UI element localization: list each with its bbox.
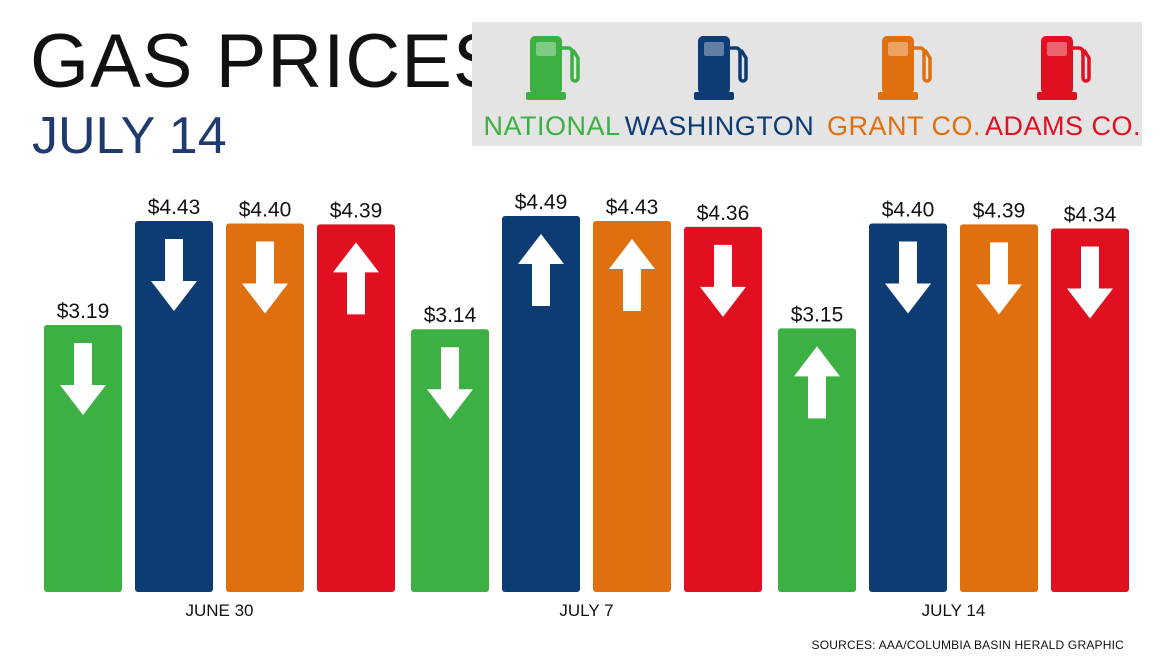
bar-washington-2: [502, 215, 580, 592]
legend-item-adams-co: ADAMS CO.: [984, 22, 1142, 146]
legend-label-washington: WASHINGTON: [624, 111, 815, 141]
legend-item-national: NATIONAL: [472, 22, 632, 146]
bar-washington-1: [135, 221, 213, 592]
value-label: $3.14: [424, 304, 477, 327]
value-label: $4.36: [697, 202, 750, 225]
bar-national-2: [411, 329, 489, 592]
value-label: $4.39: [330, 199, 383, 222]
legend-item-grant-co: GRANT CO.: [824, 22, 984, 146]
arrow-up-icon: [794, 346, 840, 419]
value-label: $4.39: [973, 199, 1026, 222]
bar-adams-co-1: [317, 224, 395, 592]
value-label: $3.19: [57, 300, 110, 323]
arrow-down-icon: [1067, 246, 1113, 319]
gas-pump-icon: [1033, 22, 1093, 107]
gas-pump-icon: [522, 22, 582, 107]
arrow-down-icon: [976, 242, 1022, 315]
bar-grant-co-3: [960, 224, 1038, 592]
value-label: $4.40: [882, 199, 935, 222]
category-label: JUNE 30: [185, 601, 253, 620]
chart-title: GAS PRICES: [30, 19, 505, 104]
arrow-up-icon: [333, 242, 379, 315]
value-label: $4.34: [1064, 204, 1117, 227]
arrow-down-icon: [700, 244, 746, 317]
gas-pump-icon: [690, 22, 750, 107]
legend-label-national: NATIONAL: [483, 111, 621, 141]
category-label: JULY 14: [922, 601, 986, 620]
value-label: $4.43: [606, 196, 659, 219]
chart-subtitle: JULY 14: [32, 107, 227, 165]
legend-label-adams-co: ADAMS CO.: [984, 111, 1142, 141]
arrow-down-icon: [151, 239, 197, 311]
arrow-down-icon: [60, 343, 106, 415]
legend-label-grant-co: GRANT CO.: [826, 111, 981, 141]
arrow-down-icon: [885, 241, 931, 314]
value-label: $4.40: [239, 199, 292, 222]
bar-washington-3: [869, 223, 947, 593]
arrow-up-icon: [609, 239, 655, 311]
value-label: $4.49: [515, 191, 568, 214]
bar-national-3: [778, 328, 856, 592]
bar-adams-co-3: [1051, 228, 1129, 592]
legend: NATIONAL WASHINGTON GRANT CO. ADAMS CO.: [472, 22, 1142, 146]
value-label: $4.43: [148, 196, 201, 219]
category-label: JULY 7: [559, 601, 613, 620]
bar-adams-co-2: [684, 226, 762, 592]
arrow-down-icon: [427, 347, 473, 420]
bar-national-1: [44, 325, 122, 592]
bar-grant-co-2: [593, 221, 671, 592]
gas-pump-icon: [874, 22, 934, 107]
source-note: SOURCES: AAA/COLUMBIA BASIN HERALD GRAPH…: [811, 638, 1124, 652]
arrow-up-icon: [518, 233, 564, 306]
bar-grant-co-1: [226, 223, 304, 593]
arrow-down-icon: [242, 241, 288, 314]
legend-item-washington: WASHINGTON: [624, 22, 815, 146]
value-label: $3.15: [791, 303, 844, 326]
